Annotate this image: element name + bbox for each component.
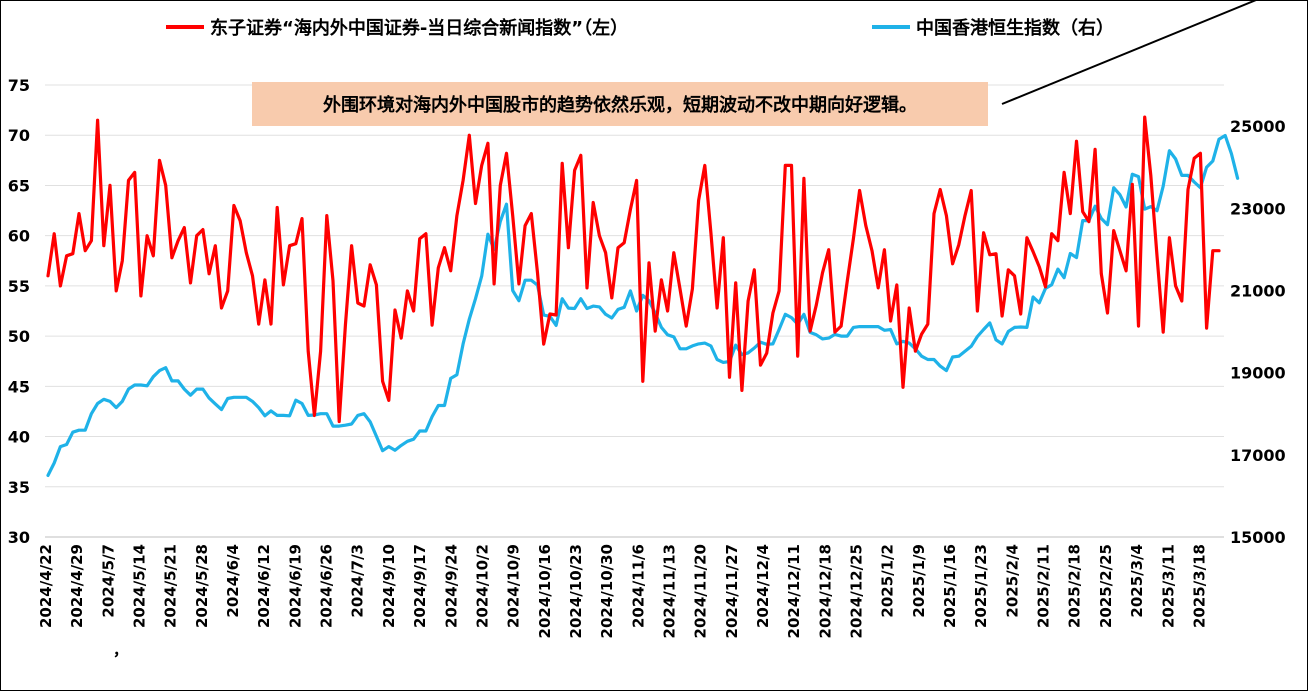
right-axis-tick-label: 25000: [1230, 117, 1286, 136]
x-axis-tick-label: 2024/12/25: [848, 544, 866, 638]
x-axis-tick-label: 2024/11/6: [629, 544, 647, 628]
right-axis-tick-label: 17000: [1230, 446, 1286, 465]
x-axis-tick-label: 2024/4/22: [37, 544, 55, 628]
x-axis-tick-label: 2024/10/23: [567, 544, 585, 638]
x-axis-tick-label: 2024/10/30: [598, 544, 616, 638]
series-line-news-index: [46, 115, 1221, 424]
right-axis-tick-label: 15000: [1230, 528, 1286, 547]
left-axis-tick-label: 65: [8, 176, 30, 195]
x-axis-tick-label: 2024/5/14: [131, 544, 149, 628]
x-axis-tick-label: 2024/9/10: [380, 544, 398, 628]
x-axis-tick-label: 2024/9/17: [411, 544, 429, 628]
x-axis-tick-label: 2024/4/29: [68, 544, 86, 628]
x-axis-tick-label: 2024/5/28: [193, 544, 211, 628]
x-axis-tick-label: 2025/2/11: [1035, 544, 1053, 628]
x-axis-tick-label: 2024/6/19: [286, 544, 304, 628]
x-axis-tick-label: 2025/1/23: [972, 544, 990, 628]
left-axis-tick-label: 50: [8, 327, 30, 346]
x-axis-tick-label: 2025/1/16: [941, 544, 959, 628]
left-axis-tick-label: 75: [8, 76, 30, 95]
legend-label-hang-seng: 中国香港恒生指数（右）: [916, 18, 1114, 39]
x-axis-tick-label: 2025/1/9: [910, 544, 928, 618]
left-axis-tick-label: 70: [8, 126, 30, 145]
x-axis-tick-label: 2024/5/7: [99, 544, 117, 618]
x-axis-tick-label: 2025/1/2: [879, 544, 897, 618]
x-axis-tick-label: 2024/11/13: [660, 544, 678, 638]
annotation-arrow: [1001, 0, 1257, 105]
x-axis-stray-mark: ，: [113, 641, 128, 659]
right-axis-ticks: 15000 17000 19000 21000 23000 25000: [1230, 117, 1286, 547]
x-axis-tick-label: 2024/6/26: [318, 544, 336, 628]
left-axis-tick-label: 60: [8, 227, 30, 246]
x-axis-tick-label: 2024/5/21: [162, 544, 180, 628]
left-axis-tick-label: 35: [8, 478, 30, 497]
gridlines: [45, 84, 1224, 538]
x-axis-tick-label: 2024/10/16: [536, 544, 554, 638]
legend-item-hang-seng: 中国香港恒生指数（右）: [872, 14, 1114, 40]
x-axis-tick-label: 2024/6/12: [255, 544, 273, 628]
x-axis-tick-label: 2025/3/18: [1190, 544, 1208, 628]
right-axis-tick-label: 23000: [1230, 199, 1286, 218]
left-axis-ticks: 30 35 40 45 50 55 60 65 70 75: [8, 76, 30, 547]
left-axis-tick-label: 30: [8, 528, 30, 547]
right-axis-tick-label: 21000: [1230, 281, 1286, 300]
x-axis-tick-label: 2025/2/18: [1066, 544, 1084, 628]
x-axis-tick-label: 2024/10/9: [505, 544, 523, 628]
annotation-arrow-shaft: [1001, 0, 1257, 105]
x-axis-tick-label: 2025/3/11: [1159, 544, 1177, 628]
annotation-box: 外围环境对海内外中国股市的趋势依然乐观，短期波动不改中期向好逻辑。: [252, 82, 988, 126]
x-axis-tick-label: 2024/12/18: [816, 544, 834, 638]
legend-label-news-index: 东子证券“海内外中国证券-当日综合新闻指数”（左）: [210, 18, 629, 39]
series-lines: [46, 115, 1240, 477]
right-axis-tick-label: 19000: [1230, 364, 1286, 383]
x-axis-tick-label: 2025/3/4: [1128, 544, 1146, 618]
x-axis-tick-label: 2024/6/4: [224, 544, 242, 618]
x-axis-tick-label: 2024/9/24: [442, 544, 460, 628]
x-axis-tick-label: 2024/11/20: [692, 544, 710, 638]
left-axis-tick-label: 40: [8, 428, 30, 447]
x-axis-tick-label: 2024/10/2: [473, 544, 491, 628]
series-line-hang-seng: [46, 133, 1240, 477]
left-axis-tick-label: 55: [8, 277, 30, 296]
legend-swatch-hang-seng: [872, 25, 910, 29]
x-axis-tick-label: 2024/11/27: [723, 544, 741, 638]
x-axis-tick-label: 2024/12/11: [785, 544, 803, 638]
x-axis-tick-label: 2024/7/3: [349, 544, 367, 618]
chart-legend: 东子证券“海内外中国证券-当日综合新闻指数”（左） 中国香港恒生指数（右）: [0, 14, 1308, 42]
x-axis-tick-label: 2025/2/25: [1097, 544, 1115, 628]
x-axis-tick-label: 2024/12/4: [754, 544, 772, 628]
x-axis-tick-labels: 2024/4/22 2024/4/29 2024/5/7 2024/5/14 2024/…: [37, 544, 1208, 659]
legend-swatch-news-index: [166, 25, 204, 29]
legend-item-news-index: 东子证券“海内外中国证券-当日综合新闻指数”（左）: [166, 14, 628, 40]
annotation-text: 外围环境对海内外中国股市的趋势依然乐观，短期波动不改中期向好逻辑。: [323, 95, 917, 116]
left-axis-tick-label: 45: [8, 377, 30, 396]
x-axis-tick-label: 2025/2/4: [1003, 544, 1021, 618]
